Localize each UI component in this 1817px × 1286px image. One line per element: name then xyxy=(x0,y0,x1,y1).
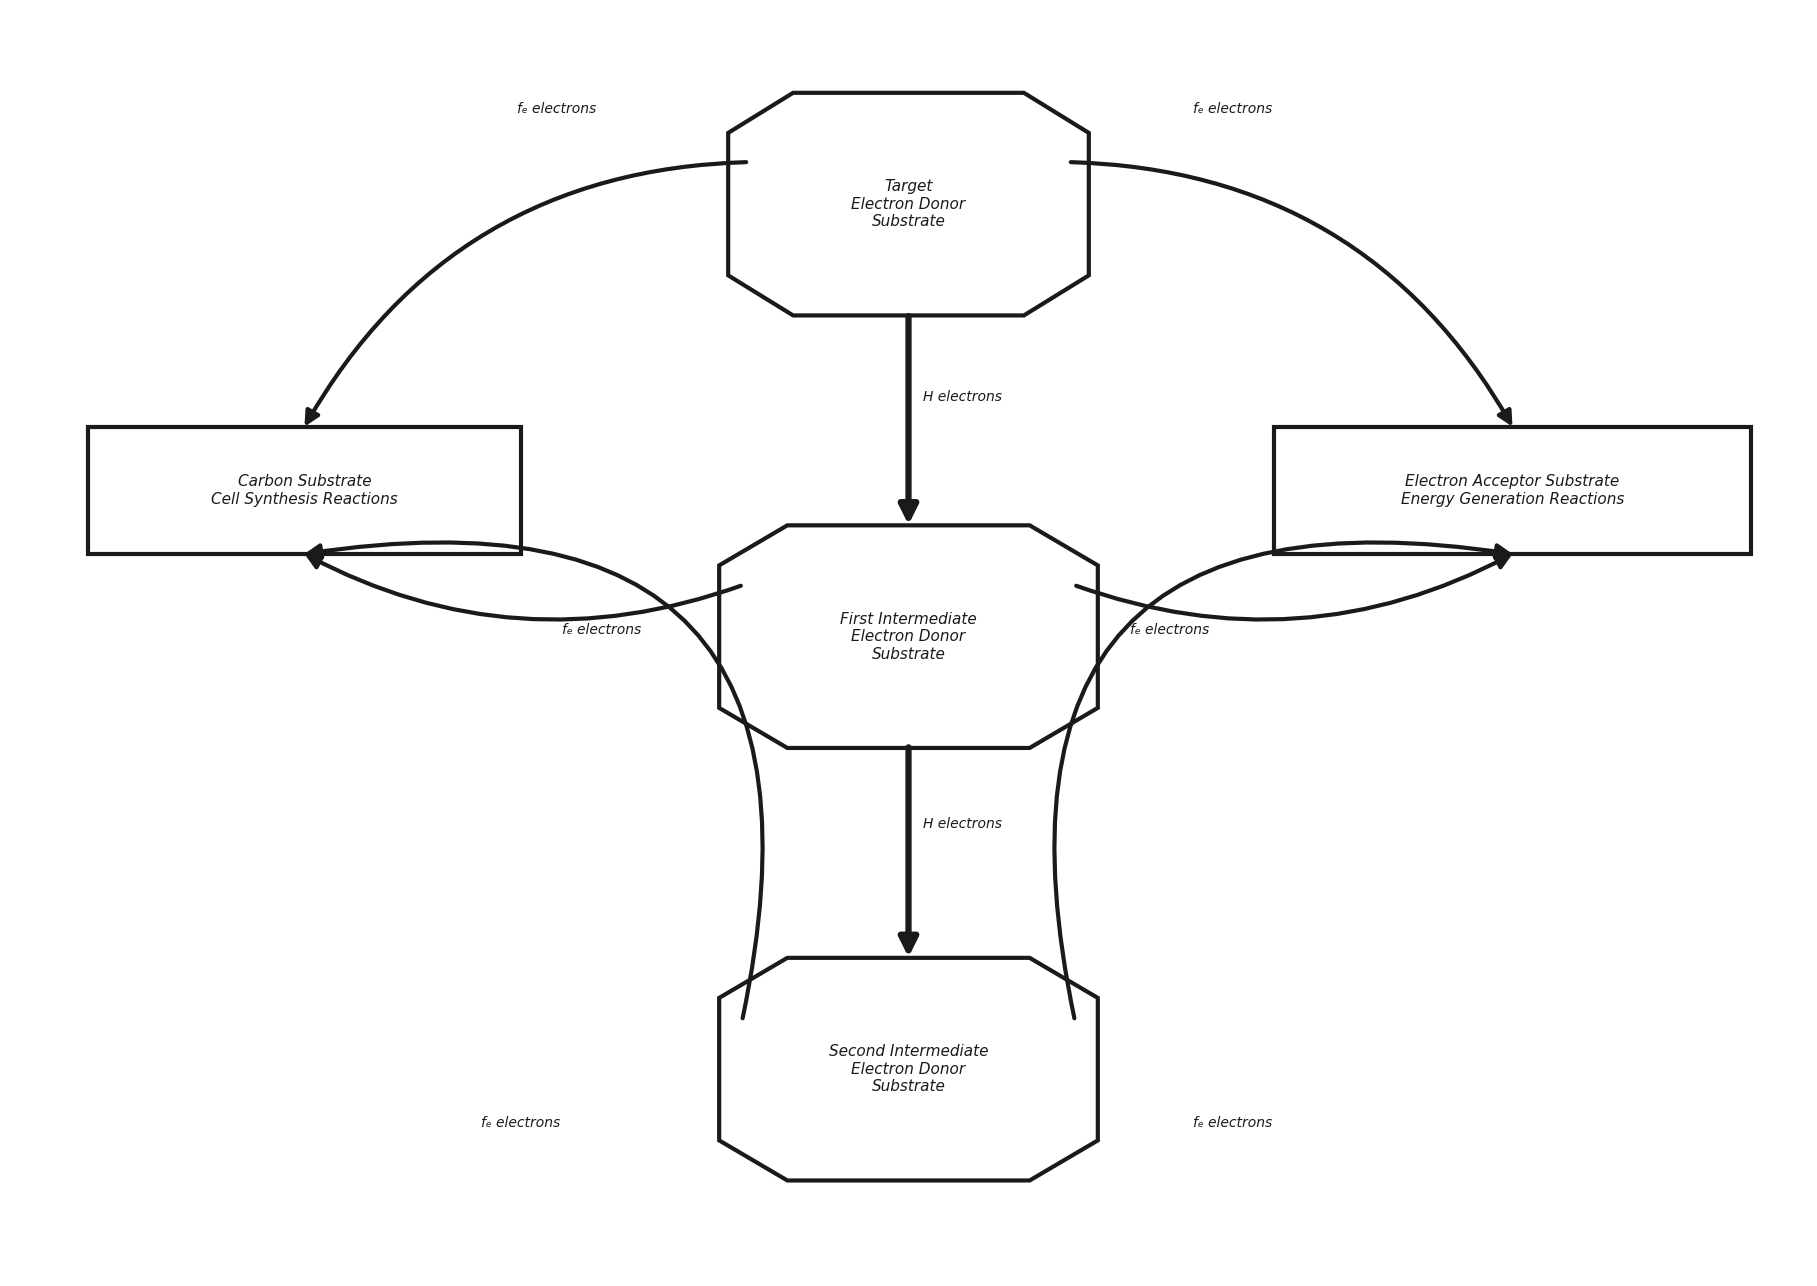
Text: fₑ electrons: fₑ electrons xyxy=(1194,1115,1272,1129)
Text: H electrons: H electrons xyxy=(923,391,1003,405)
Polygon shape xyxy=(729,93,1088,315)
Text: Second Intermediate
Electron Donor
Substrate: Second Intermediate Electron Donor Subst… xyxy=(829,1044,988,1094)
Text: fₑ electrons: fₑ electrons xyxy=(482,1115,560,1129)
Text: Electron Acceptor Substrate
Energy Generation Reactions: Electron Acceptor Substrate Energy Gener… xyxy=(1401,475,1624,507)
FancyBboxPatch shape xyxy=(87,427,521,554)
FancyBboxPatch shape xyxy=(1274,427,1752,554)
Text: fₑ electrons: fₑ electrons xyxy=(1194,102,1272,116)
Polygon shape xyxy=(720,525,1097,748)
Text: fₑ electrons: fₑ electrons xyxy=(1130,624,1210,638)
Text: H electrons: H electrons xyxy=(923,817,1003,831)
Text: First Intermediate
Electron Donor
Substrate: First Intermediate Electron Donor Substr… xyxy=(839,612,978,661)
Polygon shape xyxy=(720,958,1097,1181)
Text: fₑ electrons: fₑ electrons xyxy=(518,102,596,116)
Text: fₑ electrons: fₑ electrons xyxy=(561,624,641,638)
Text: Carbon Substrate
Cell Synthesis Reactions: Carbon Substrate Cell Synthesis Reaction… xyxy=(211,475,398,507)
Text: Target
Electron Donor
Substrate: Target Electron Donor Substrate xyxy=(852,179,965,229)
